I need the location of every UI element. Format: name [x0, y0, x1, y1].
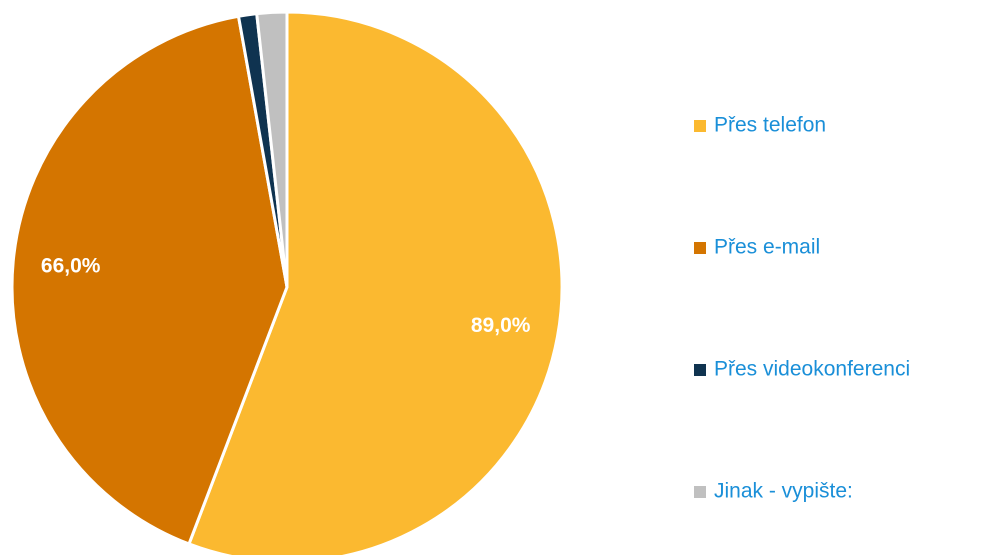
data-label: 66,0%	[41, 254, 101, 277]
legend-label: Jinak - vypište:	[714, 480, 853, 503]
legend-swatch	[694, 486, 706, 498]
legend-label: Přes videokonferenci	[714, 358, 910, 381]
legend-swatch	[694, 364, 706, 376]
data-label: 89,0%	[471, 314, 531, 337]
legend-label: Přes e-mail	[714, 236, 820, 259]
legend-swatch	[694, 120, 706, 132]
legend-swatch	[694, 242, 706, 254]
pie-slice	[187, 10, 564, 555]
pie-slice	[10, 14, 289, 546]
legend-label: Přes telefon	[714, 114, 826, 137]
pie-slice	[255, 10, 289, 288]
